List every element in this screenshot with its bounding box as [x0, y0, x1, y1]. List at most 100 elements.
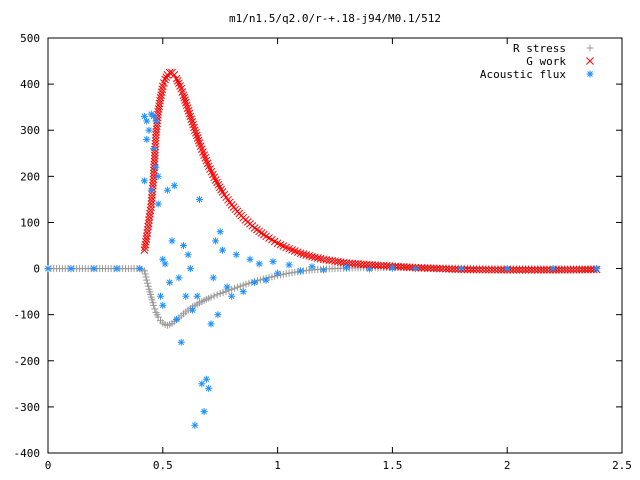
data-point [365, 265, 374, 273]
data-point [142, 117, 151, 125]
data-point [223, 283, 232, 291]
y-tick-label: 0 [33, 263, 40, 276]
data-point [273, 269, 282, 278]
data-point [143, 279, 152, 288]
data-point [140, 176, 149, 185]
data-layer [44, 68, 601, 430]
data-point [174, 273, 183, 282]
data-point [172, 315, 181, 324]
data-point [158, 301, 167, 310]
y-tick-label: 400 [20, 78, 40, 91]
data-point [162, 73, 171, 82]
data-point [296, 266, 305, 275]
data-point [192, 131, 201, 140]
plot-frame [47, 37, 623, 454]
data-point [163, 186, 172, 195]
axes: 0 0.5 1 1.5 2 2.5 -400 -300 -200 -100 0 100 200 300 40… [14, 32, 632, 472]
data-point [145, 126, 153, 135]
data-point [142, 135, 151, 144]
legend-marker [586, 70, 594, 78]
data-point [211, 236, 220, 245]
data-point [112, 264, 121, 273]
data-point [592, 264, 601, 273]
data-point [142, 276, 151, 285]
chart-title: m1/n1.5/q2.0/r-+.18-j94/M0.1/512 [229, 12, 441, 25]
data-point [154, 200, 163, 208]
x-tick-label: 0.5 [153, 459, 173, 472]
data-point [255, 259, 264, 268]
data-point [147, 186, 156, 195]
data-point [168, 236, 176, 245]
data-point [141, 269, 150, 278]
data-point [218, 246, 227, 255]
data-point [151, 163, 160, 172]
data-point [89, 264, 98, 273]
x-tick-label: 2 [504, 459, 511, 472]
data-point [142, 273, 150, 281]
y-tick-label: 200 [20, 170, 40, 183]
y-tick-label: -100 [14, 309, 41, 322]
data-point [179, 241, 188, 250]
y-tick-label: -400 [14, 447, 41, 460]
data-point [67, 264, 75, 273]
data-point [200, 407, 209, 416]
data-point [135, 264, 144, 273]
y-tick-label: 100 [20, 216, 40, 229]
data-point [342, 263, 351, 272]
data-point [194, 136, 203, 145]
x-tick-label: 0 [45, 459, 52, 472]
data-point [269, 257, 277, 266]
data-point [207, 319, 215, 328]
data-point [262, 276, 271, 285]
data-point [195, 195, 204, 204]
data-point [191, 128, 200, 137]
data-point [190, 421, 199, 430]
data-point [201, 153, 210, 162]
data-point [213, 290, 222, 299]
series-0 [44, 263, 601, 330]
data-point [165, 278, 174, 287]
legend-label: Acoustic flux [480, 68, 566, 81]
y-tick-label: 300 [20, 124, 40, 137]
data-point [181, 96, 189, 105]
data-point [290, 247, 299, 255]
data-point [411, 264, 420, 273]
y-tick-label: 500 [20, 32, 40, 45]
data-point [181, 292, 190, 301]
data-point [151, 117, 160, 125]
data-point [202, 375, 211, 384]
x-tick-label: 2.5 [612, 459, 632, 472]
data-point [213, 310, 222, 319]
data-point [549, 264, 558, 273]
data-point [457, 264, 466, 273]
data-point [188, 306, 197, 315]
x-tick-label: 1 [274, 459, 281, 472]
legend-label: R stress [513, 42, 566, 55]
data-point [149, 144, 158, 153]
data-point [161, 259, 170, 268]
data-point [144, 282, 153, 291]
data-point [44, 264, 52, 273]
data-point [503, 264, 512, 273]
data-point [388, 264, 397, 273]
data-point [288, 245, 296, 254]
legend-marker [586, 44, 594, 52]
data-point [227, 292, 236, 301]
data-point [232, 250, 241, 259]
series-1 [140, 68, 601, 274]
data-point [184, 250, 193, 259]
data-point [193, 292, 202, 301]
data-point [154, 172, 163, 181]
legend-marker [586, 57, 594, 65]
x-tick-label: 1.5 [382, 459, 402, 472]
data-point [319, 265, 328, 274]
data-point [170, 181, 179, 190]
data-point [285, 260, 294, 269]
data-point [204, 384, 213, 393]
data-point [193, 134, 202, 142]
data-point [156, 292, 165, 301]
data-point [186, 264, 195, 273]
data-point [246, 255, 254, 264]
